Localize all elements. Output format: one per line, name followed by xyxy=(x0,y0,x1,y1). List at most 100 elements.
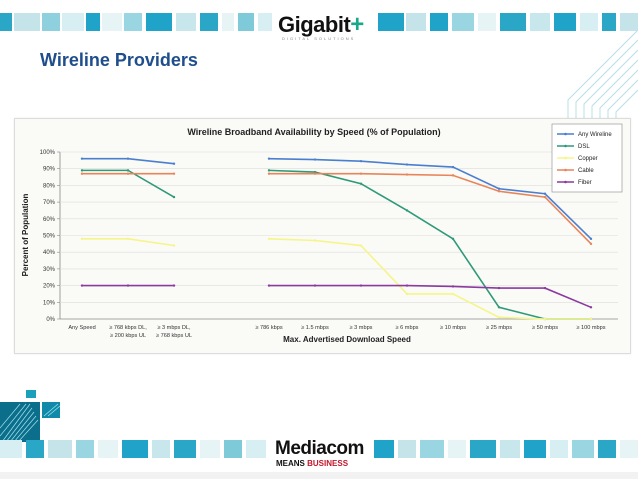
data-point xyxy=(80,237,84,241)
series-line-any-wireline xyxy=(268,157,592,240)
y-tick-label: 60% xyxy=(43,217,56,223)
x-tick-label: ≥ 768 kbps DL, xyxy=(109,325,147,331)
data-point xyxy=(451,165,455,169)
decor-square xyxy=(524,440,546,458)
x-tick-label: ≥ 768 kbps UL xyxy=(156,333,192,339)
data-point xyxy=(313,172,317,175)
decor-square xyxy=(200,440,220,458)
data-point xyxy=(267,172,271,175)
legend-label: Any Wireline xyxy=(578,132,612,138)
decor-square xyxy=(420,440,444,458)
data-point xyxy=(589,317,593,321)
tagline-means: MEANS xyxy=(276,459,305,468)
top-decor-band xyxy=(0,13,638,31)
decor-square xyxy=(48,440,72,458)
series-line-dsl xyxy=(268,169,591,320)
decor-square xyxy=(620,13,638,31)
chart-xlabel: Max. Advertised Download Speed xyxy=(283,335,411,344)
data-point xyxy=(451,174,455,177)
y-tick-label: 100% xyxy=(40,150,56,156)
data-point xyxy=(589,306,593,309)
data-point xyxy=(80,284,84,287)
data-point xyxy=(172,244,176,247)
x-tick-label: ≥ 6 mbps xyxy=(396,325,419,331)
decor-square xyxy=(378,13,404,31)
decor-square xyxy=(86,13,100,31)
decor-square xyxy=(26,440,44,458)
decor-square xyxy=(14,13,40,31)
fiber-optic-image xyxy=(0,388,62,444)
data-point xyxy=(267,169,271,172)
decor-square xyxy=(602,13,616,31)
data-point xyxy=(359,172,363,175)
data-point xyxy=(172,172,176,175)
decor-square xyxy=(554,13,576,31)
decor-square xyxy=(152,440,170,458)
series-line-copper xyxy=(268,238,591,320)
decor-square xyxy=(374,440,394,458)
decor-square xyxy=(478,13,496,31)
decor-square xyxy=(430,13,448,31)
y-tick-label: 50% xyxy=(43,234,56,240)
decor-square xyxy=(500,440,520,458)
decor-square xyxy=(598,440,616,458)
data-point xyxy=(451,285,455,288)
brand-word: Gigabit xyxy=(278,12,351,37)
data-point xyxy=(497,286,501,290)
decor-square xyxy=(620,440,638,458)
data-point xyxy=(267,284,271,287)
data-point xyxy=(313,158,317,161)
brand-subtitle: DIGITAL SOLUTIONS xyxy=(282,36,356,41)
data-point xyxy=(359,284,363,287)
legend-label: Cable xyxy=(578,168,594,174)
decor-square xyxy=(62,13,84,31)
x-tick-label: ≥ 3 mbps xyxy=(350,325,373,331)
data-point xyxy=(359,182,363,185)
legend-marker xyxy=(564,132,567,136)
decor-lines xyxy=(567,30,638,130)
data-point xyxy=(543,195,547,199)
decor-square xyxy=(448,440,466,458)
brand-name: Gigabit+ xyxy=(278,11,364,39)
y-tick-label: 10% xyxy=(43,300,56,306)
data-point xyxy=(267,157,271,160)
legend-marker xyxy=(564,156,567,160)
y-tick-label: 40% xyxy=(43,250,56,256)
data-point xyxy=(172,195,176,199)
mediacom-tagline: MEANS BUSINESS xyxy=(276,459,348,468)
data-point xyxy=(80,157,84,160)
decor-square xyxy=(200,13,218,31)
legend-label: Fiber xyxy=(578,180,592,186)
data-point xyxy=(497,306,501,309)
legend-marker xyxy=(564,180,567,184)
y-tick-label: 80% xyxy=(43,183,56,189)
series-line-fiber xyxy=(269,284,592,309)
data-point xyxy=(543,317,547,321)
y-tick-label: 20% xyxy=(43,284,56,290)
legend-label: Copper xyxy=(578,156,598,162)
data-point xyxy=(359,159,363,163)
decor-square xyxy=(122,440,148,458)
decor-square xyxy=(42,13,60,31)
chart: Wireline Broadband Availability by Speed… xyxy=(21,123,623,344)
data-point xyxy=(126,284,130,287)
data-point xyxy=(359,244,363,247)
decor-square xyxy=(258,13,272,31)
legend-marker xyxy=(564,144,567,148)
data-point xyxy=(313,170,317,174)
data-point xyxy=(313,284,317,287)
legend-marker xyxy=(564,168,567,172)
data-point xyxy=(80,172,84,175)
data-point xyxy=(589,242,593,246)
data-point xyxy=(126,237,130,241)
footer-strip xyxy=(0,472,638,479)
chart-title: Wireline Broadband Availability by Speed… xyxy=(187,127,440,137)
decor-square xyxy=(102,13,122,31)
data-point xyxy=(172,162,176,165)
y-tick-label: 90% xyxy=(43,167,56,173)
decor-square xyxy=(76,440,94,458)
data-point xyxy=(405,284,409,287)
data-point xyxy=(126,157,130,160)
x-tick-label: ≥ 1.5 mbps xyxy=(301,325,329,331)
page-title: Wireline Providers xyxy=(40,50,198,70)
